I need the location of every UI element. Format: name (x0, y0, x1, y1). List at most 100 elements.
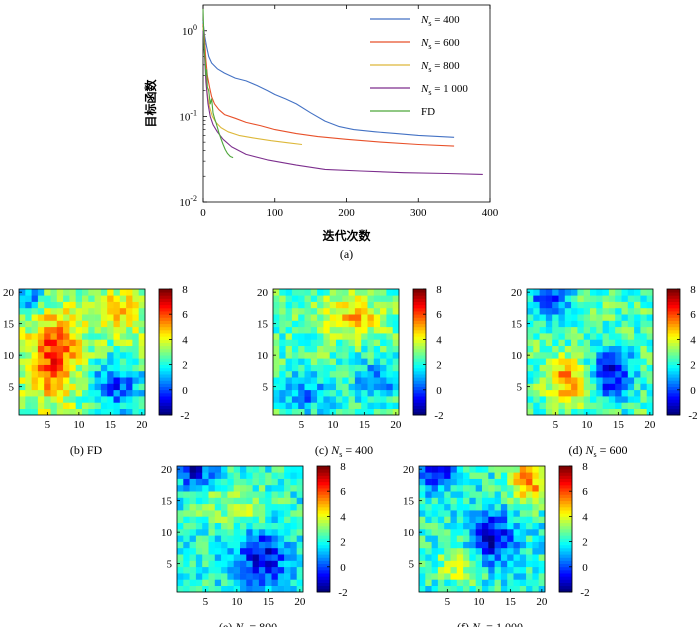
heatmap-cell (252, 522, 260, 530)
heatmap-cell (361, 377, 368, 384)
colorbar-segment (559, 516, 572, 520)
heatmap-cell (271, 510, 279, 517)
colorbar-segment (159, 405, 172, 410)
colorbar-segment (559, 544, 572, 549)
colorbar-segment (559, 500, 572, 505)
heatmap-cell (456, 491, 464, 498)
heatmap-cell (444, 573, 451, 580)
heatmap-cell (138, 314, 146, 321)
heatmap-cell (533, 301, 540, 309)
colorbar-segment (667, 307, 680, 312)
heatmap-cell (444, 529, 451, 536)
heatmap-cell (88, 339, 95, 346)
heatmap-cell (354, 383, 362, 391)
heatmap-cell (138, 396, 146, 403)
heatmap-cell (552, 383, 559, 391)
colorbar-segment (559, 557, 572, 561)
heatmap-cell (463, 510, 470, 517)
heatmap-cell (380, 289, 387, 296)
heatmap-cell (431, 522, 439, 530)
heatmap-cell (177, 579, 184, 586)
heatmap-cell (119, 389, 127, 397)
y-tick-label: 10-1 (179, 108, 197, 123)
heatmap-cell (373, 307, 381, 315)
colorbar-segment (413, 386, 426, 391)
heatmap-cell (265, 541, 272, 549)
heatmap-cell (482, 491, 489, 498)
heatmap-cell (500, 560, 508, 568)
heatmap-cell (323, 352, 330, 359)
heatmap-cell (482, 585, 489, 593)
heatmap-cell (602, 377, 610, 384)
heatmap-cell (342, 301, 349, 309)
heatmap-cell (380, 358, 387, 365)
heatmap-cell (50, 364, 58, 372)
heatmap-cell (444, 516, 451, 523)
colorbar-segment (159, 364, 172, 369)
heatmap-cell (513, 541, 521, 549)
heatmap-cell (463, 466, 470, 473)
heatmap-cell (107, 295, 114, 302)
heatmap-cell (380, 345, 387, 353)
heatmap-cell (425, 560, 432, 568)
colorbar-segment (159, 383, 172, 388)
heatmap-cell (221, 466, 228, 473)
heatmap-cell (539, 408, 547, 416)
heatmap-cell (571, 352, 578, 359)
heatmap-cell (507, 566, 514, 574)
heatmap-cell (285, 402, 293, 409)
heatmap-cell (183, 522, 190, 530)
heatmap-cell (240, 585, 247, 593)
y-tick-label: 5 (9, 382, 15, 394)
heatmap-cell (265, 466, 272, 473)
colorbar-segment (559, 503, 572, 508)
heatmap-cell (463, 541, 470, 549)
heatmap-cell (577, 352, 584, 359)
colorbar-segment (413, 342, 426, 347)
colorbar-tick-label: 4 (436, 334, 442, 346)
heatmap-cell (227, 497, 234, 505)
heatmap-cell (488, 547, 495, 555)
heatmap-cell (469, 566, 476, 574)
heatmap-cell (444, 503, 451, 511)
heatmap-cell (488, 522, 495, 530)
heatmap-cell (558, 370, 566, 378)
heatmap-cell (69, 358, 76, 365)
heatmap-cell (298, 383, 305, 391)
heatmap-cell (31, 314, 39, 321)
heatmap-cell (392, 402, 400, 409)
heatmap-cell (94, 333, 102, 340)
heatmap-cell (82, 326, 89, 334)
heatmap-cell (608, 301, 616, 309)
heatmap-cell (298, 389, 305, 397)
colorbar-segment (317, 522, 330, 527)
heatmap-cell (37, 408, 45, 416)
heatmap-cell (450, 541, 458, 549)
colorbar-segment (159, 399, 172, 403)
heatmap-cell (538, 466, 546, 473)
heatmap-cell (342, 396, 349, 403)
heatmap-cell (100, 370, 108, 378)
heatmap-cell (214, 585, 222, 593)
heatmap-cell (558, 389, 566, 397)
heatmap-cell (590, 408, 597, 416)
heatmap-cell (329, 314, 337, 321)
heatmap-cell (56, 345, 64, 353)
heatmap-cell (44, 326, 51, 334)
y-tick-label: 10 (257, 350, 269, 362)
heatmap-cell (558, 396, 566, 403)
heatmap-cell (596, 345, 603, 353)
heatmap-cell (94, 408, 102, 416)
heatmap-cell (500, 491, 508, 498)
heatmap-cell (348, 314, 356, 321)
heatmap-cell (75, 339, 83, 346)
heatmap-cell (621, 408, 629, 416)
heatmap-cell (602, 358, 610, 365)
heatmap-cell (354, 320, 362, 328)
heatmap-cell (296, 516, 304, 523)
heatmap-cell (608, 289, 616, 296)
heatmap-cell (463, 522, 470, 530)
heatmap-cell (221, 503, 228, 511)
heatmap-cell (82, 352, 89, 359)
